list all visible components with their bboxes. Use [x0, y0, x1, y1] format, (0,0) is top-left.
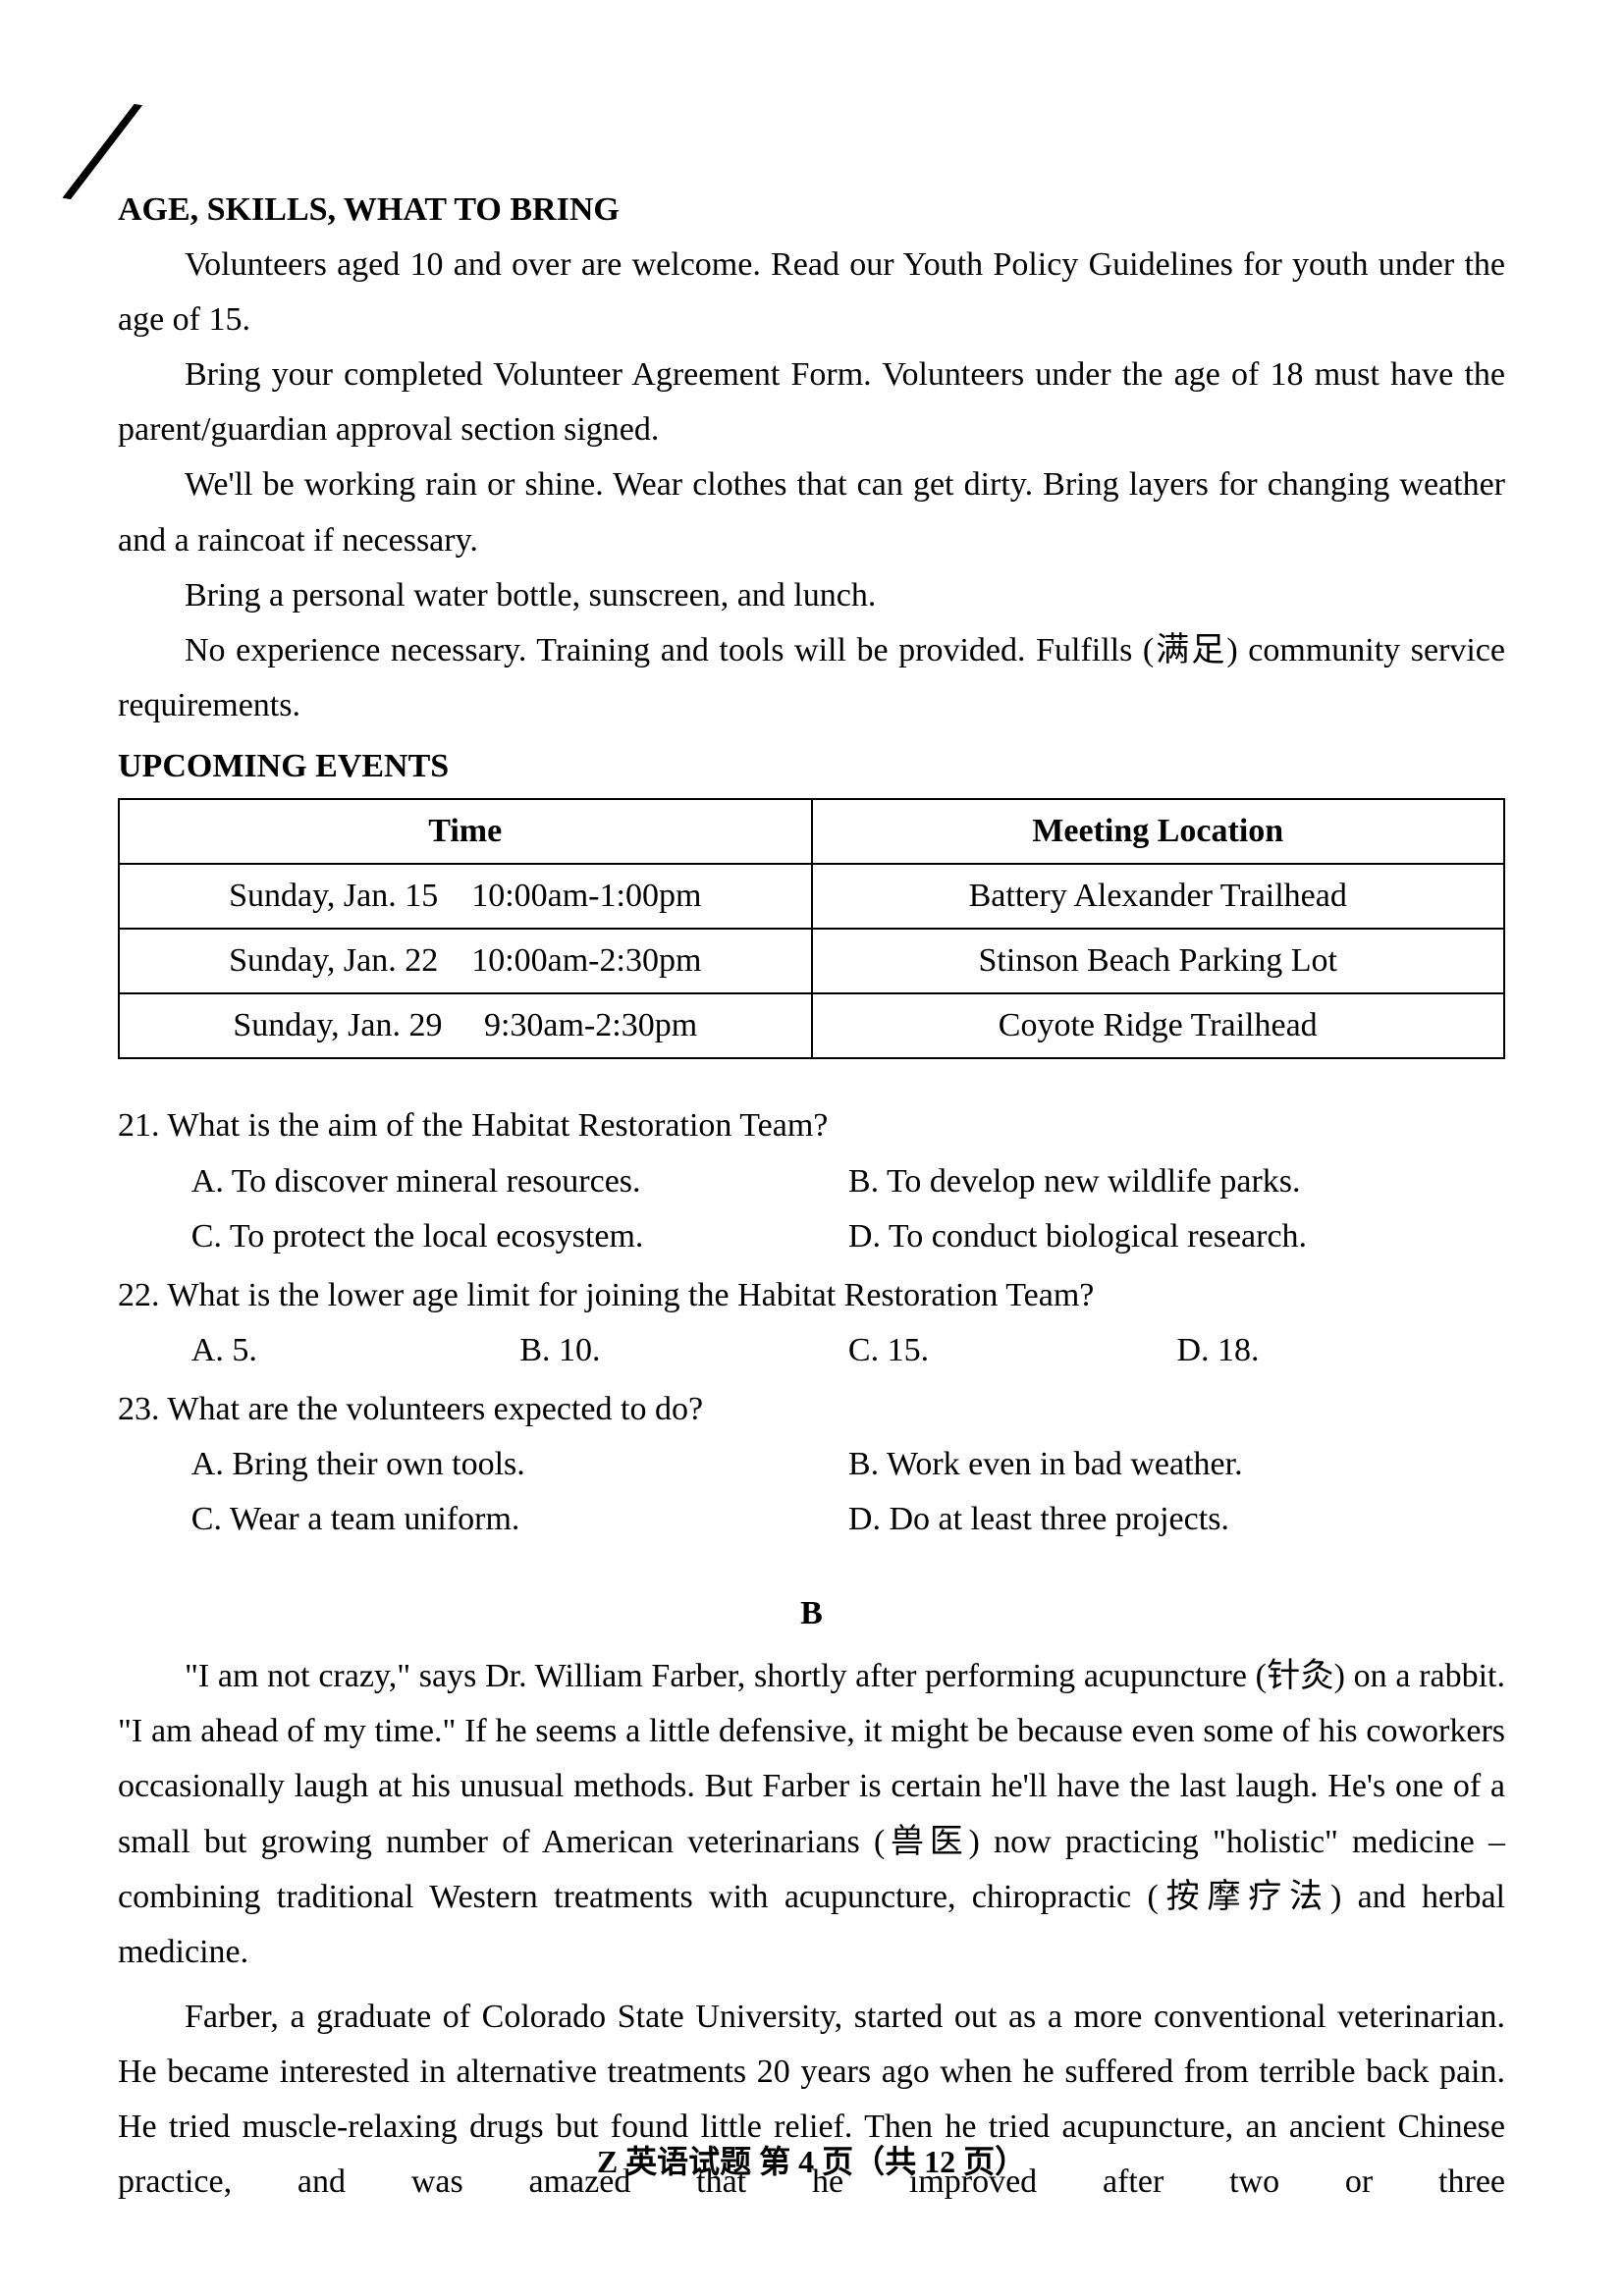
paragraph: No experience necessary. Training and to… — [118, 623, 1505, 733]
cell-hours: 10:00am-2:30pm — [471, 942, 701, 979]
cell-time: Sunday, Jan. 29 9:30am-2:30pm — [119, 993, 812, 1058]
cell-location: Battery Alexander Trailhead — [812, 864, 1505, 929]
cell-location: Coyote Ridge Trailhead — [812, 993, 1505, 1058]
col-time: Time — [119, 799, 812, 864]
cell-date: Sunday, Jan. 15 — [229, 878, 438, 914]
table-row: Sunday, Jan. 22 10:00am-2:30pm Stinson B… — [119, 929, 1504, 993]
cell-date: Sunday, Jan. 22 — [229, 942, 438, 979]
col-location: Meeting Location — [812, 799, 1505, 864]
cell-date: Sunday, Jan. 29 — [233, 1007, 442, 1043]
cell-location: Stinson Beach Parking Lot — [812, 929, 1505, 993]
paragraph: Bring your completed Volunteer Agreement… — [118, 347, 1505, 457]
q23-C: C. Wear a team uniform. — [191, 1492, 848, 1547]
q23-B: B. Work even in bad weather. — [848, 1437, 1505, 1492]
events-table: Time Meeting Location Sunday, Jan. 15 10… — [118, 798, 1505, 1059]
table-row: Sunday, Jan. 15 10:00am-1:00pm Battery A… — [119, 864, 1504, 929]
page-footer: Z 英语试题 第 4 页（共 12 页） — [0, 2136, 1623, 2188]
cell-hours: 9:30am-2:30pm — [484, 1007, 697, 1043]
q21-stem: 21. What is the aim of the Habitat Resto… — [118, 1098, 1505, 1153]
q21-C: C. To protect the local ecosystem. — [191, 1209, 848, 1264]
q22-A: A. 5. — [191, 1323, 520, 1378]
page: / AGE, SKILLS, WHAT TO BRING Volunteers … — [0, 0, 1623, 2296]
table-row: Sunday, Jan. 29 9:30am-2:30pm Coyote Rid… — [119, 993, 1504, 1058]
q21-D: D. To conduct biological research. — [848, 1209, 1505, 1264]
q23-A: A. Bring their own tools. — [191, 1437, 848, 1492]
heading-upcoming: UPCOMING EVENTS — [118, 739, 1505, 794]
section-b-label: B — [118, 1586, 1505, 1641]
table-header-row: Time Meeting Location — [119, 799, 1504, 864]
paragraph: Bring a personal water bottle, sunscreen… — [118, 568, 1505, 623]
q22-stem: 22. What is the lower age limit for join… — [118, 1268, 1505, 1323]
passage-b-p1: "I am not crazy," says Dr. William Farbe… — [118, 1649, 1505, 1980]
paragraph: Volunteers aged 10 and over are welcome.… — [118, 238, 1505, 347]
q23-stem: 23. What are the volunteers expected to … — [118, 1382, 1505, 1437]
q22-options: A. 5. B. 10. C. 15. D. 18. — [118, 1323, 1505, 1378]
paragraph: We'll be working rain or shine. Wear clo… — [118, 457, 1505, 567]
heading-age-skills: AGE, SKILLS, WHAT TO BRING — [118, 183, 1505, 238]
cell-hours: 10:00am-1:00pm — [471, 878, 701, 914]
questions-block: 21. What is the aim of the Habitat Resto… — [118, 1098, 1505, 1547]
q22-D: D. 18. — [1176, 1323, 1505, 1378]
q21-B: B. To develop new wildlife parks. — [848, 1154, 1505, 1209]
q22-C: C. 15. — [848, 1323, 1177, 1378]
q21-A: A. To discover mineral resources. — [191, 1154, 848, 1209]
q21-options: A. To discover mineral resources. B. To … — [118, 1154, 1505, 1264]
cell-time: Sunday, Jan. 22 10:00am-2:30pm — [119, 929, 812, 993]
q22-B: B. 10. — [519, 1323, 848, 1378]
q23-options: A. Bring their own tools. B. Work even i… — [118, 1437, 1505, 1547]
cell-time: Sunday, Jan. 15 10:00am-1:00pm — [119, 864, 812, 929]
q23-D: D. Do at least three projects. — [848, 1492, 1505, 1547]
